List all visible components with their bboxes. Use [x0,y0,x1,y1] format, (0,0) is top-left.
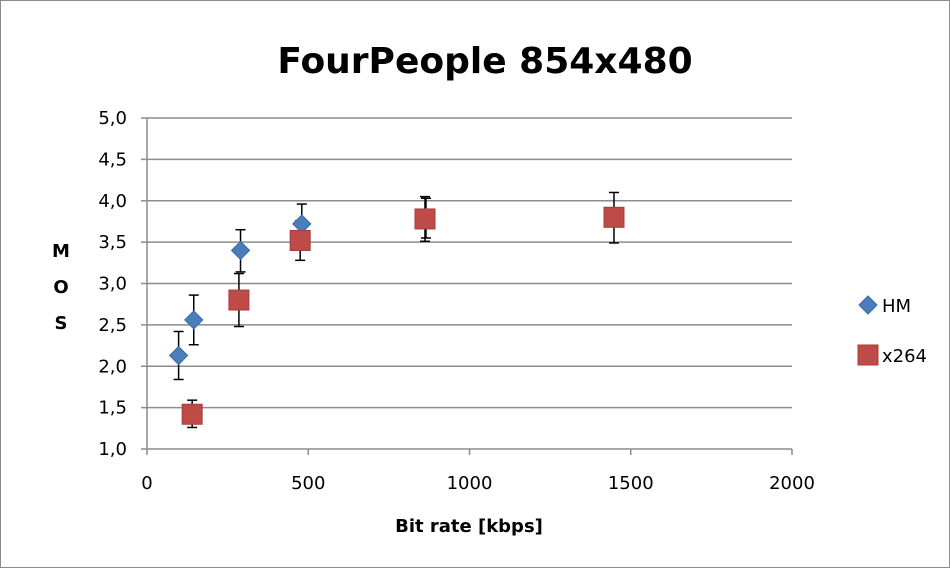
x-tick-label: 1500 [608,473,654,494]
legend: HM x264 [857,295,927,367]
axes [141,117,793,455]
data-point-x264 [289,229,311,251]
y-tick-label: 2,0 [98,356,127,377]
x-tick-label: 2000 [769,473,815,494]
data-point-x264 [228,289,250,311]
y-tick-label: 1,0 [98,439,127,460]
y-tick-label: 3,5 [98,232,127,253]
x-axis-title: Bit rate [kbps] [395,516,543,537]
y-axis-title-letter: S [55,313,68,334]
data-point-hm [184,310,204,330]
data-point-hm [168,345,189,366]
y-axis-title-letter: M [52,241,70,262]
data-point-x264 [603,206,625,228]
data-points [168,206,625,425]
legend-item: x264 [857,344,927,367]
legend-label: HM [882,296,911,317]
y-tick-label: 2,5 [98,315,127,336]
y-tick-label: 3,0 [98,274,127,295]
gridlines [147,117,792,409]
legend-label: x264 [882,346,927,367]
x-tick-label: 500 [291,473,325,494]
chart-title: FourPeople 854x480 [277,41,692,82]
y-axis-title-letter: O [53,277,68,298]
tick-labels: 1,0 1,5 2,0 2,5 3,0 3,5 4,0 4,5 5,0 0 500 1000 1500 2… [98,108,815,494]
data-point-x264 [414,208,436,230]
x-tick-label: 1000 [447,473,493,494]
x-tick-label: 0 [141,473,152,494]
legend-marker-hm [858,295,878,315]
data-point-x264 [181,403,203,425]
y-tick-label: 4,0 [98,191,127,212]
data-point-hm [230,240,251,261]
y-tick-label: 4,5 [98,149,127,170]
legend-marker-x264 [857,344,879,366]
y-tick-label: 1,5 [98,398,127,419]
y-tick-label: 5,0 [98,108,127,129]
y-axis-title: MOS [52,241,70,334]
legend-item: HM [858,295,911,317]
